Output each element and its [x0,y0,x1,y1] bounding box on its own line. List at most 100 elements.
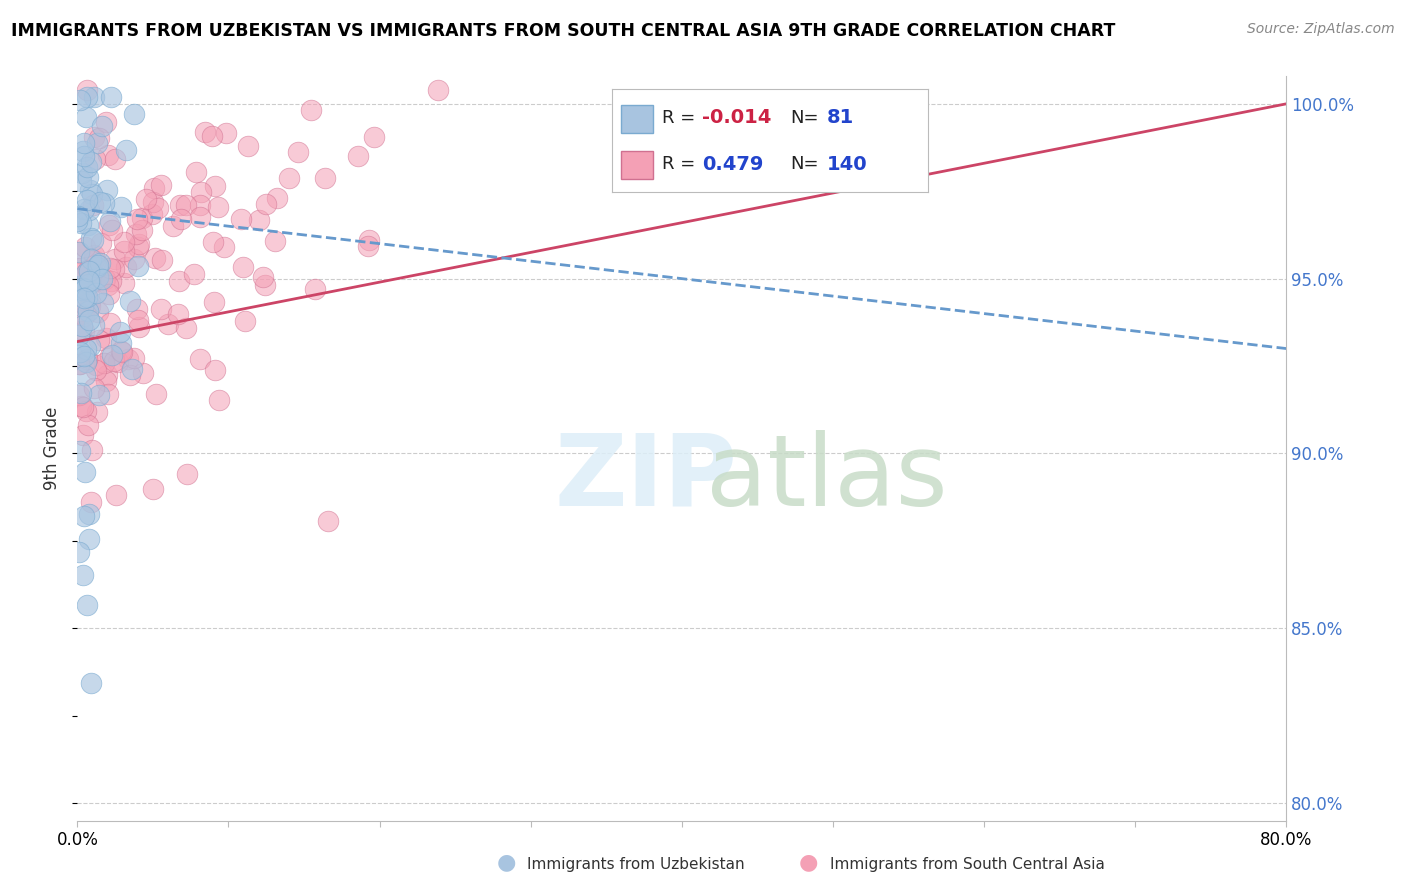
Point [127,313,149,327]
Point [70,319,93,334]
Point [202,295,225,310]
Point [69,266,91,280]
Point [72,145,94,159]
Text: IMMIGRANTS FROM UZBEKISTAN VS IMMIGRANTS FROM SOUTH CENTRAL ASIA 9TH GRADE CORRE: IMMIGRANTS FROM UZBEKISTAN VS IMMIGRANTS… [11,22,1115,40]
Point [75,466,97,480]
Point [118,294,141,309]
Text: 0.479: 0.479 [702,154,763,174]
Point [98,214,121,228]
Point [72,568,94,582]
Text: Immigrants from Uzbekistan: Immigrants from Uzbekistan [527,857,745,872]
Point [183,267,205,281]
Point [98,260,121,275]
Point [69,386,91,401]
Text: R =: R = [662,155,702,173]
Point [77,274,100,288]
Text: Source: ZipAtlas.com: Source: ZipAtlas.com [1247,22,1395,37]
Point [84,358,107,372]
Point [215,126,238,140]
Point [174,321,197,335]
Point [252,270,274,285]
Point [94,331,117,345]
Point [287,145,309,160]
Point [84,286,107,301]
Point [231,211,253,226]
Point [86,260,108,274]
Point [194,124,217,138]
Point [75,342,97,356]
Bar [621,151,652,179]
Point [135,192,157,206]
Point [204,363,226,377]
Point [91,272,114,286]
Point [127,259,149,273]
Point [112,244,135,259]
Point [190,185,212,199]
Point [125,227,148,242]
Point [77,169,100,184]
Point [66,279,89,293]
Point [75,282,97,296]
Point [299,103,322,117]
Point [357,239,380,253]
Point [254,197,277,211]
Point [105,488,128,502]
Point [69,345,91,359]
Point [107,355,129,369]
Point [73,349,96,363]
Point [142,195,165,210]
Text: 81: 81 [827,109,853,128]
Point [70,174,93,188]
Point [110,326,132,340]
Point [67,209,90,223]
Point [83,129,105,144]
Point [83,318,105,333]
Point [90,119,112,133]
Point [170,212,193,227]
Point [110,200,132,214]
Point [76,83,98,97]
Point [96,183,118,197]
Text: N=: N= [790,109,818,127]
Point [67,245,90,260]
Point [73,324,96,338]
Y-axis label: 9th Grade: 9th Grade [44,407,62,490]
Point [176,467,198,482]
Point [100,90,122,104]
Point [188,352,211,367]
Point [73,136,96,151]
Point [70,400,93,414]
Point [75,355,97,369]
Point [93,195,115,210]
Point [76,90,98,104]
Point [110,336,132,351]
Point [72,300,94,314]
Point [77,507,100,521]
Point [357,233,380,247]
Point [67,545,90,559]
Point [142,483,165,497]
Point [84,152,107,166]
Point [77,312,100,326]
Point [314,170,336,185]
Point [122,107,145,121]
Point [169,274,191,288]
Point [94,374,117,388]
Point [363,129,385,144]
Point [149,301,172,316]
Point [77,304,100,318]
Point [233,314,256,328]
Text: N=: N= [790,155,818,173]
Point [73,149,96,163]
Point [186,165,208,179]
Point [188,198,211,212]
Point [75,110,97,124]
Point [91,296,114,310]
Point [86,136,108,150]
Point [204,178,226,193]
Point [73,508,96,523]
Point [69,93,91,107]
Text: ●: ● [799,853,818,872]
Point [77,262,100,277]
Text: 140: 140 [827,154,868,174]
